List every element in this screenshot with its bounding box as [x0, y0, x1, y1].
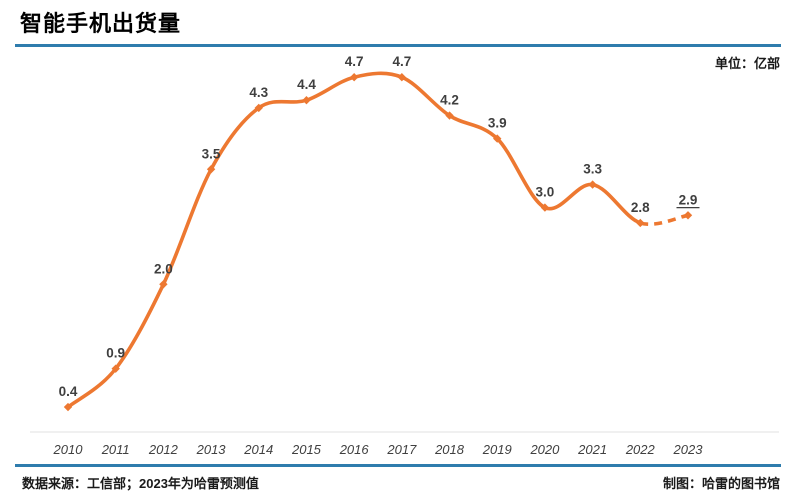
x-axis-tick-label: 2020: [529, 442, 560, 457]
x-axis-tick-label: 2018: [434, 442, 465, 457]
data-label: 3.3: [583, 162, 602, 177]
x-axis-tick-label: 2012: [148, 442, 179, 457]
credit-note: 制图：哈雷的图书馆: [662, 476, 780, 491]
x-axis-tick-label: 2014: [243, 442, 273, 457]
x-axis-tick-label: 2011: [101, 442, 130, 457]
data-label: 4.3: [249, 85, 268, 100]
x-axis-tick-label: 2013: [196, 442, 227, 457]
x-axis-tick-label: 2017: [386, 442, 417, 457]
data-label: 4.2: [440, 93, 459, 108]
x-axis-tick-label: 2016: [339, 442, 370, 457]
data-label: 2.9: [679, 192, 698, 207]
data-label: 0.9: [106, 346, 125, 361]
data-point-marker: [683, 211, 693, 220]
data-label: 4.7: [345, 54, 364, 69]
x-axis-tick-label: 2015: [291, 442, 322, 457]
data-point-marker: [302, 96, 311, 105]
data-point-marker: [206, 165, 216, 174]
data-point-marker: [63, 402, 73, 412]
x-axis-tick-label: 2019: [482, 442, 512, 457]
data-point-marker: [493, 134, 502, 143]
data-label: 4.7: [392, 54, 411, 69]
x-axis-tick-label: 2022: [625, 442, 656, 457]
data-point-marker: [159, 280, 168, 289]
x-axis-tick-label: 2021: [577, 442, 607, 457]
page-title: 智能手机出货量: [20, 11, 182, 36]
data-label: 0.4: [59, 384, 78, 399]
data-point-marker: [445, 111, 454, 120]
data-point-marker: [397, 73, 407, 82]
series-line-actual: [66, 71, 642, 409]
data-label: 2.0: [154, 261, 173, 276]
x-axis-tick-label: 2010: [53, 442, 84, 457]
x-axis-tick-label: 2023: [673, 442, 704, 457]
title-underline-rule: [15, 44, 781, 47]
data-point-marker: [349, 73, 359, 82]
data-label: 3.9: [488, 116, 507, 131]
data-point-marker: [111, 364, 120, 373]
unit-label: 单位：亿部: [714, 56, 780, 71]
data-label: 2.8: [631, 200, 650, 215]
series-line-forecast-dashed: [639, 213, 689, 226]
data-label: 4.4: [297, 77, 316, 92]
data-point-marker: [636, 218, 645, 228]
data-source-note: 数据来源：工信部；2023年为哈雷预测值: [22, 476, 259, 491]
footer-rule: [15, 464, 781, 467]
data-label: 3.5: [202, 146, 221, 161]
data-label: 3.0: [536, 185, 555, 200]
data-point-marker: [588, 180, 597, 189]
data-point-marker: [540, 203, 550, 212]
data-point-marker: [254, 103, 263, 113]
